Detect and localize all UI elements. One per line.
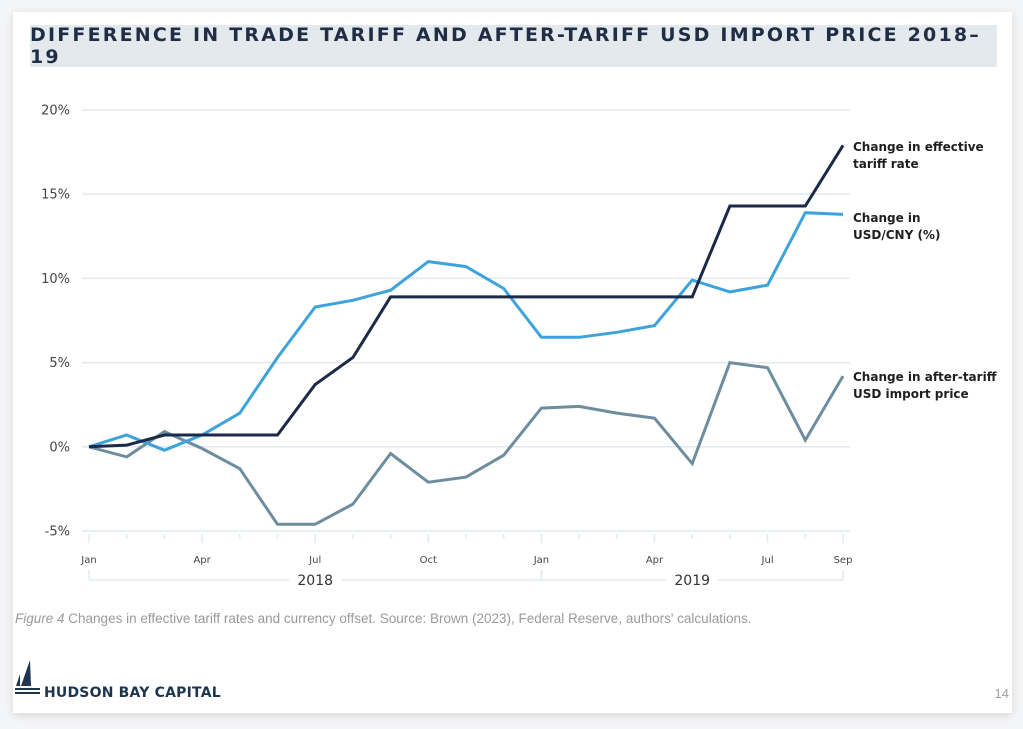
- y-tick-label: 20%: [41, 104, 70, 119]
- series-line-usdcny: [88, 211, 844, 452]
- series-label-line: USD import price: [853, 387, 969, 401]
- y-tick-label: 0%: [49, 440, 70, 455]
- caption-text: Changes in effective tariff rates and cu…: [64, 611, 752, 626]
- series-labels: Change in effective tariff rate Change in U…: [853, 140, 997, 401]
- x-tick-label: Apr: [646, 555, 664, 566]
- year-label: 2018: [297, 573, 333, 589]
- x-tick-label: Jan: [533, 555, 549, 566]
- series-label-line: tariff rate: [853, 157, 919, 171]
- series-label-tariff: Change in effective tariff rate: [853, 140, 984, 171]
- x-tick-label: Jan: [80, 555, 96, 566]
- series-lines: [88, 144, 845, 526]
- figure-label: Figure 4: [15, 611, 65, 626]
- x-axis: Jan Apr Jul Oct Jan Apr Jul Sep 2018 2019: [80, 534, 852, 589]
- y-tick-label: 15%: [41, 188, 70, 203]
- x-tick-label: Jul: [761, 555, 774, 566]
- series-line-import-price: [88, 360, 845, 526]
- chart-title: DIFFERENCE IN TRADE TARIFF AND AFTER-TAR…: [30, 24, 981, 68]
- y-tick-label: 10%: [41, 272, 70, 287]
- year-label: 2019: [674, 573, 710, 589]
- x-tick-label: Sep: [834, 555, 853, 566]
- series-label-line: Change in effective: [853, 140, 984, 154]
- x-tick-label: Jul: [308, 555, 321, 566]
- series-label-line: USD/CNY (%): [853, 228, 940, 242]
- series-label-usdcny: Change in USD/CNY (%): [853, 211, 940, 242]
- brand-logo: HUDSON BAY CAPITAL: [15, 660, 221, 701]
- x-tick-label: Apr: [193, 555, 211, 566]
- series-line-tariff: [88, 144, 845, 449]
- series-label-import-price: Change in after-tariff USD import price: [853, 370, 997, 401]
- x-tick-label: Oct: [420, 555, 437, 566]
- sailboat-icon: [15, 660, 41, 701]
- title-band: DIFFERENCE IN TRADE TARIFF AND AFTER-TAR…: [30, 24, 997, 68]
- series-label-line: Change in: [853, 211, 921, 225]
- page-number: 14: [994, 686, 1009, 701]
- gridlines: 20% 15% 10% 5% 0% -5%: [41, 104, 850, 540]
- series-label-line: Change in after-tariff: [853, 370, 997, 384]
- brand-name: HUDSON BAY CAPITAL: [44, 685, 221, 701]
- figure-caption: Figure 4 Changes in effective tariff rat…: [15, 611, 751, 626]
- y-tick-label: 5%: [49, 356, 70, 371]
- y-tick-label: -5%: [45, 525, 70, 540]
